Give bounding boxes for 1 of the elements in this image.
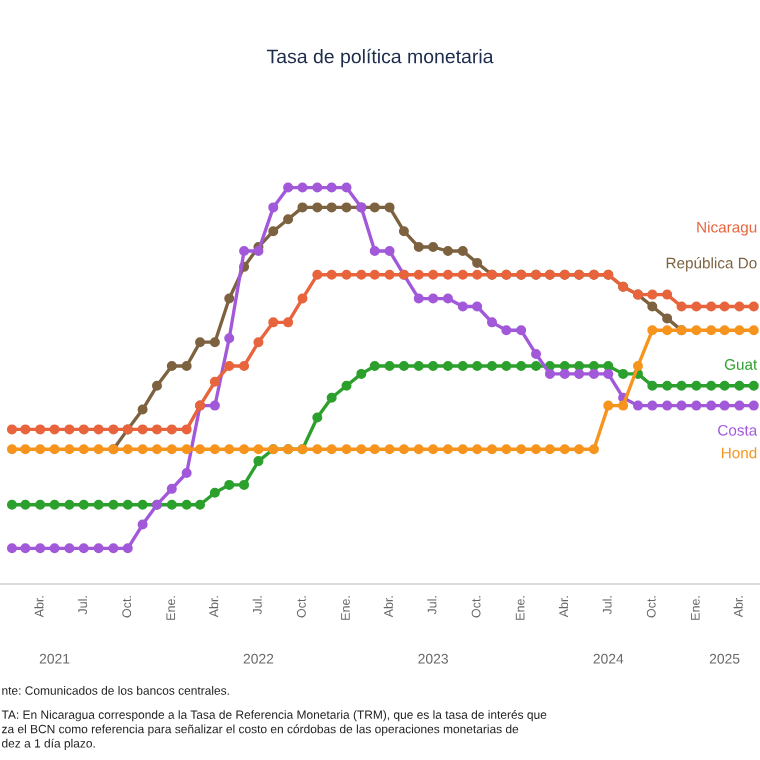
chart-title: Tasa de política monetaria — [266, 48, 494, 68]
